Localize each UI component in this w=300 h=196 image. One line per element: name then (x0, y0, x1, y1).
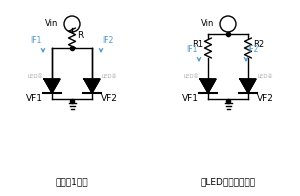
Text: LED②: LED② (257, 74, 272, 79)
Text: IF2: IF2 (247, 45, 258, 54)
Polygon shape (44, 79, 60, 93)
Text: VF2: VF2 (257, 94, 274, 103)
Text: VF1: VF1 (26, 94, 43, 103)
Text: R1: R1 (192, 40, 203, 48)
Text: IF1: IF1 (31, 36, 42, 45)
Text: LED②: LED② (101, 74, 116, 79)
Text: Vin: Vin (45, 18, 58, 27)
Text: （LEDごとに抵抗）: （LEDごとに抵抗） (200, 177, 256, 186)
Text: LED①: LED① (28, 74, 43, 79)
Polygon shape (240, 79, 256, 93)
Text: Vin: Vin (201, 18, 214, 27)
Text: LED①: LED① (184, 74, 199, 79)
Text: VF2: VF2 (101, 94, 118, 103)
Text: R: R (77, 31, 83, 40)
Polygon shape (84, 79, 100, 93)
Polygon shape (200, 79, 216, 93)
Text: VF1: VF1 (182, 94, 199, 103)
Text: （抵抗1つ）: （抵抗1つ） (56, 177, 88, 186)
Text: R2: R2 (253, 40, 264, 48)
Text: IF1: IF1 (187, 45, 198, 54)
Text: IF2: IF2 (102, 36, 113, 45)
